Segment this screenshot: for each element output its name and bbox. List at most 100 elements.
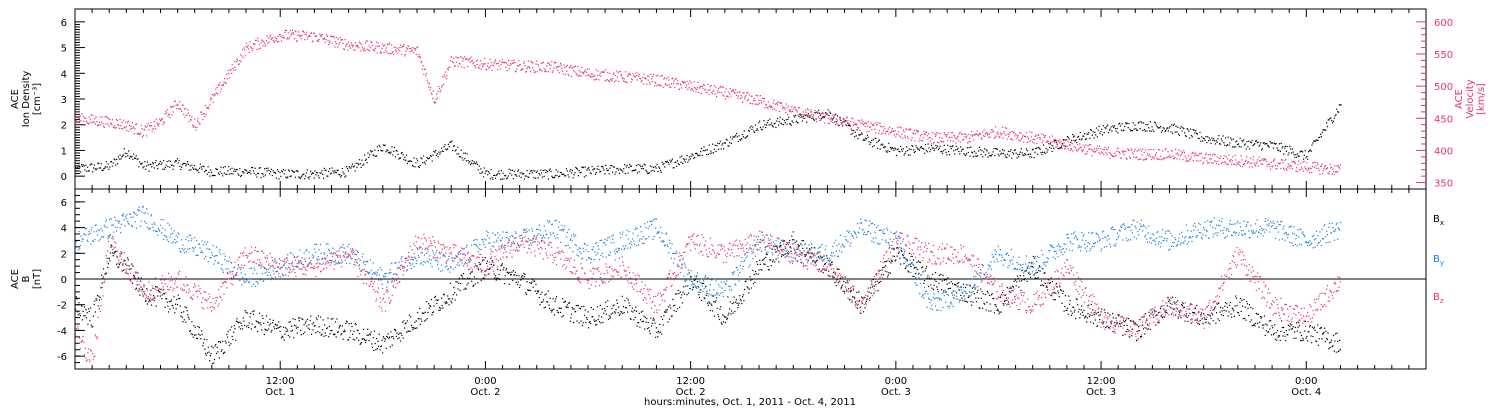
series-point-pink (477, 59, 479, 61)
series-point-bx (332, 333, 335, 335)
series-point-black (684, 161, 686, 163)
series-point-black (553, 176, 555, 178)
series-point-bx (443, 294, 445, 296)
series-point-black (358, 159, 361, 161)
series-point-pink (790, 111, 792, 113)
series-point-pink (872, 123, 874, 125)
series-point-bx (177, 294, 179, 296)
series-point-black (280, 175, 282, 177)
series-point-bx (295, 327, 298, 329)
series-point-bx (219, 340, 221, 343)
series-point-pink (83, 117, 86, 119)
series-point-bx (733, 302, 735, 304)
series-point-bx (85, 317, 88, 319)
series-point-pink (900, 127, 902, 129)
series-point-black (1244, 143, 1246, 145)
series-point-black (1048, 146, 1051, 148)
series-point-black (1225, 145, 1228, 147)
series-point-pink (317, 39, 319, 41)
series-point-bx (590, 322, 592, 325)
series-point-black (1038, 147, 1040, 149)
series-point-pink (629, 73, 631, 75)
series-point-pink (1034, 135, 1036, 137)
series-point-bx (168, 311, 170, 313)
series-point-black (1160, 131, 1163, 133)
series-point-pink (423, 73, 425, 75)
series-point-bx (392, 336, 394, 338)
series-point-black (739, 139, 741, 141)
series-point-black (1165, 130, 1167, 132)
series-point-bx (165, 298, 167, 300)
series-point-black (673, 167, 675, 169)
series-point-black (1237, 143, 1239, 146)
series-point-black (271, 174, 273, 177)
series-point-black (1072, 136, 1075, 138)
series-point-pink (488, 66, 491, 68)
series-point-bx (638, 322, 640, 324)
series-point-pink (861, 123, 863, 125)
series-point-bx (236, 318, 238, 320)
series-point-black (653, 170, 656, 172)
series-point-pink (701, 85, 703, 87)
series-point-black (380, 149, 382, 151)
series-point-black (592, 169, 594, 171)
series-point-pink (497, 69, 499, 71)
series-point-black (1040, 151, 1042, 154)
x-tick-time: 12:00 (266, 376, 295, 387)
series-point-black (1295, 154, 1297, 156)
series-point-bx (752, 269, 754, 272)
series-point-black (896, 148, 898, 151)
series-point-black (193, 165, 196, 167)
series-point-black (724, 142, 726, 144)
series-point-pink (607, 71, 609, 73)
series-point-pink (1157, 149, 1160, 151)
series-point-black (1234, 146, 1236, 148)
series-point-pink (1133, 150, 1136, 152)
series-point-pink (493, 62, 495, 64)
series-point-bx (540, 301, 542, 303)
series-point-pink (880, 125, 882, 127)
series-point-pink (228, 73, 230, 75)
series-point-bx (440, 307, 442, 309)
series-point-pink (233, 60, 235, 63)
series-point-black (188, 169, 190, 171)
series-point-bx (210, 353, 212, 355)
series-point-bx (677, 289, 679, 292)
series-point-bx (484, 257, 486, 259)
series-point-black (361, 159, 363, 161)
series-point-pink (85, 117, 87, 119)
series-point-pink (192, 126, 194, 128)
series-point-pink (1328, 171, 1331, 173)
series-point-bx (227, 330, 229, 333)
series-point-pink (235, 61, 237, 63)
series-point-black (98, 162, 100, 165)
series-point-pink (93, 121, 95, 123)
series-point-pink (596, 74, 599, 76)
series-point-bx (246, 326, 248, 328)
series-point-black (103, 168, 105, 170)
series-point-black (783, 124, 785, 126)
series-point-pink (1269, 165, 1271, 168)
series-point-pink (1245, 159, 1247, 161)
series-point-black (900, 145, 902, 147)
series-point-bx (629, 305, 631, 307)
series-point-black (748, 130, 750, 132)
series-point-black (105, 161, 107, 163)
series-point-black (423, 161, 426, 163)
series-point-pink (570, 75, 573, 77)
series-point-pink (664, 83, 666, 85)
series-point-pink (598, 79, 600, 81)
series-point-pink (146, 135, 148, 137)
series-point-pink (189, 118, 192, 120)
series-point-bx (537, 291, 539, 293)
series-point-pink (633, 75, 635, 77)
series-point-bx (486, 262, 488, 264)
series-point-pink (461, 57, 463, 59)
series-point-pink (1029, 139, 1032, 142)
series-point-black (871, 146, 874, 148)
series-point-bx (658, 332, 660, 334)
series-point-pink (862, 120, 864, 122)
series-point-black (767, 119, 769, 122)
series-point-pink (668, 79, 670, 81)
series-point-pink (406, 47, 408, 49)
